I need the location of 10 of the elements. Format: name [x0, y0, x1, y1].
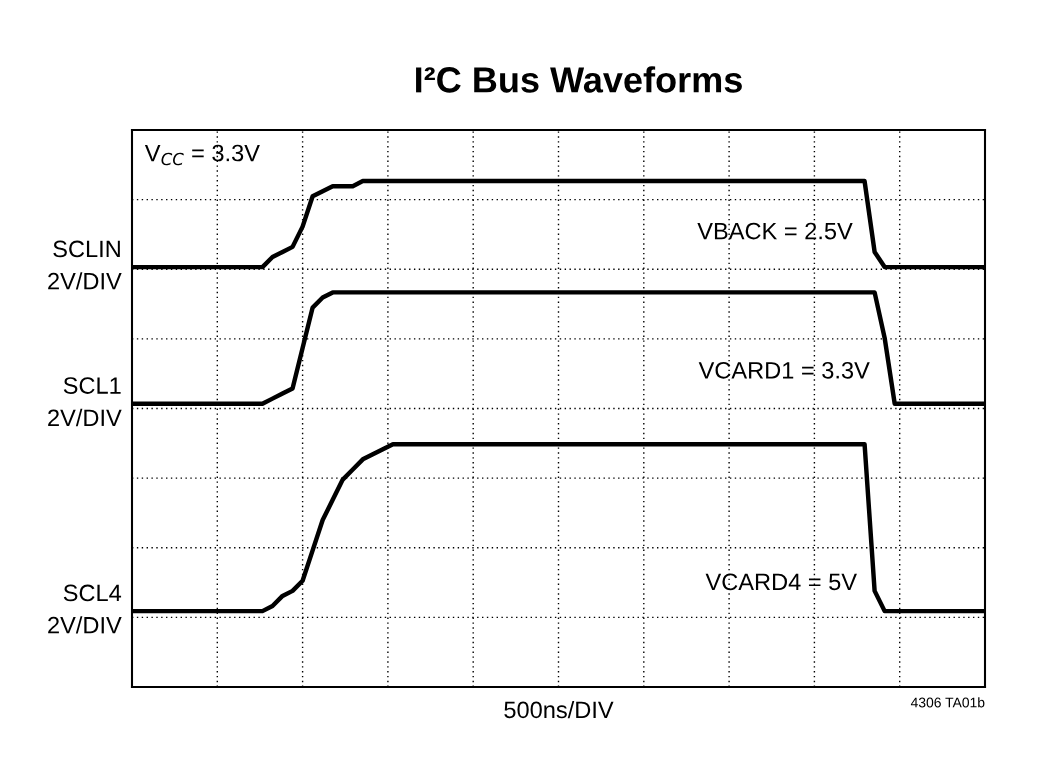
annotation: VCARD1 = 3.3V — [698, 361, 870, 379]
chart-title: I²C Bus Waveforms — [416, 66, 742, 93]
annotation: VBACK = 2.5V — [697, 222, 853, 240]
series-label: SCLIN 2V/DIV — [48, 240, 122, 290]
annotation: VCARD4 = 5V — [705, 573, 857, 591]
text: 4306 TA01b — [910, 697, 985, 708]
text: V$_{CC}$ = 3.3V — [144, 144, 260, 166]
series-label: SCL4 2V/DIV — [48, 584, 122, 634]
series-label: SCL1 2V/DIV — [48, 377, 122, 427]
x-axis-title: 500ns/DIV — [504, 700, 614, 719]
